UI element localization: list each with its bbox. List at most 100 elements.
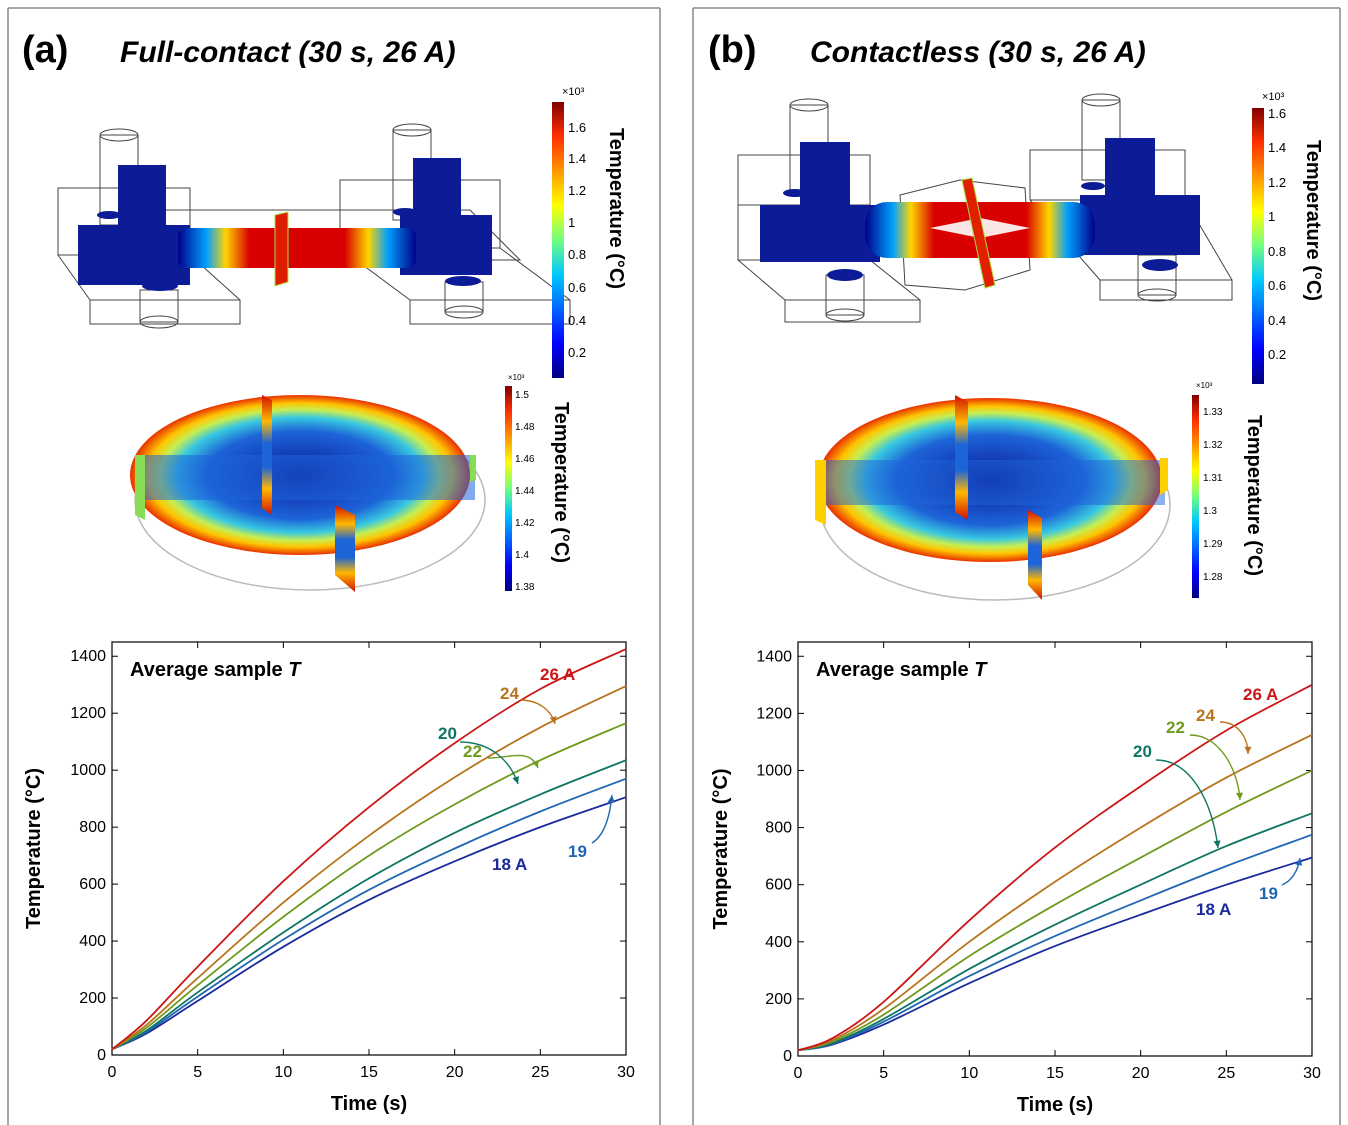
colorbar-exponent: ×10³ [1196, 381, 1213, 390]
y-tick-label: 1000 [756, 762, 792, 779]
series-line-22 [797, 769, 1313, 1052]
colorbar-tick: 0.6 [568, 280, 586, 295]
colorbar-tick: 1.46 [515, 454, 535, 465]
x-axis-label: Time (s) [331, 1093, 407, 1115]
x-tick-label: 20 [446, 1064, 464, 1081]
panel-b-label: (b) [708, 29, 757, 71]
colorbar-tick: 1.5 [515, 390, 529, 401]
y-tick-label: 400 [79, 933, 106, 950]
colorbar-tick: 0.2 [1268, 347, 1286, 362]
x-tick-label: 0 [108, 1064, 117, 1081]
colorbar-tick: 1.3 [1203, 506, 1217, 517]
y-tick-label: 200 [765, 991, 792, 1008]
series-label: 19 [1259, 884, 1278, 903]
x-tick-label: 30 [1303, 1065, 1321, 1082]
series-label: 26 A [1243, 685, 1278, 704]
panel-a-title: Full-contact (30 s, 26 A) [120, 36, 456, 69]
colorbar-tick: 1.6 [1268, 106, 1286, 121]
series-label: 18 A [1196, 900, 1231, 919]
colorbar-tick: 1.28 [1203, 572, 1223, 583]
colorbar-tick: 1.4 [515, 550, 529, 561]
colorbar-label: Temperature (°C) [605, 128, 627, 289]
colorbar-tick: 1.31 [1203, 473, 1223, 484]
y-tick-label: 400 [765, 934, 792, 951]
colorbar-ticks: 0.2 0.4 0.6 0.8 1 1.2 1.4 1.6 [568, 120, 586, 360]
series-pointer-arrowhead [1295, 858, 1303, 866]
colorbar-label: Temperature (°C) [550, 402, 572, 563]
panel-b: (b) Contactless (30 s, 26 A) [708, 29, 1324, 1116]
x-tick-label: 5 [193, 1064, 202, 1081]
colorbar-tick: 0.4 [568, 313, 586, 328]
panel-a-top-colorbar: ×10³ 0.2 0.4 0.6 0.8 1 1.2 1.4 1.6 Tempe… [552, 86, 627, 378]
x-tick-label: 25 [531, 1064, 549, 1081]
colorbar-exponent: ×10³ [1262, 91, 1285, 103]
colorbar-tick: 1.2 [568, 183, 586, 198]
series-line-18-A [111, 796, 627, 1051]
colorbar-tick: 1.42 [515, 518, 535, 529]
colorbar-tick: 1.4 [568, 151, 586, 166]
colorbar-label: Temperature (°C) [1302, 140, 1324, 301]
panel-b-title: Contactless (30 s, 26 A) [810, 36, 1146, 69]
x-tick-label: 30 [617, 1064, 635, 1081]
series-line-24 [111, 685, 627, 1051]
colorbar-label: Temperature (°C) [1243, 415, 1265, 576]
panel-a: (a) Full-contact (30 s, 26 A) [22, 29, 635, 1115]
series-line-19 [111, 777, 627, 1051]
series-line-20 [797, 812, 1313, 1052]
series-label: 24 [1196, 706, 1215, 725]
series-pointer-arrow [459, 741, 519, 785]
colorbar-tick: 0.4 [1268, 313, 1286, 328]
series-pointer-arrowhead [1244, 746, 1252, 754]
colorbar-tick: 1.48 [515, 422, 535, 433]
series-line-19 [797, 833, 1313, 1052]
series-line-26-A [111, 648, 627, 1050]
y-tick-label: 1000 [70, 762, 106, 779]
series-line-18-A [797, 856, 1313, 1052]
colorbar-exponent: ×10³ [508, 373, 525, 382]
series-label: 22 [1166, 718, 1185, 737]
y-tick-label: 600 [79, 876, 106, 893]
y-tick-label: 800 [79, 819, 106, 836]
x-axis-label: Time (s) [1017, 1094, 1093, 1116]
x-tick-label: 10 [274, 1064, 292, 1081]
chart-inner-title: Average sample T [130, 659, 302, 681]
colorbar-tick: 1 [568, 215, 575, 230]
colorbar-tick: 1.33 [1203, 407, 1223, 418]
series-pointer-arrowhead [512, 776, 520, 784]
panel-a-sample-colorbar: ×10³ 1.38 1.4 1.42 1.44 1.46 1.48 1.5 Te… [505, 373, 572, 593]
series-line-26-A [797, 684, 1313, 1052]
x-tick-label: 10 [960, 1065, 978, 1082]
series-label: 20 [1133, 742, 1152, 761]
x-tick-label: 0 [794, 1065, 803, 1082]
x-tick-label: 5 [879, 1065, 888, 1082]
y-tick-label: 0 [783, 1048, 792, 1065]
x-tick-label: 15 [360, 1064, 378, 1081]
series-pointer-arrowhead [532, 760, 539, 768]
full-contact-sample-render [130, 395, 486, 592]
colorbar-exponent: ×10³ [562, 86, 585, 98]
contactless-sample-render [815, 395, 1171, 601]
y-tick-label: 600 [765, 877, 792, 894]
x-tick-label: 15 [1046, 1065, 1064, 1082]
chart-inner-title: Average sample T [816, 659, 988, 681]
y-tick-label: 1200 [70, 705, 106, 722]
colorbar-tick: 1.32 [1203, 440, 1223, 451]
y-axis-label: Temperature (°C) [23, 768, 45, 929]
colorbar-tick: 0.2 [568, 345, 586, 360]
series-label: 18 A [492, 855, 527, 874]
colorbar-tick: 1.4 [1268, 140, 1286, 155]
series-label: 19 [568, 842, 587, 861]
series-line-24 [797, 733, 1313, 1052]
series-line-20 [111, 759, 627, 1051]
y-axis-label: Temperature (°C) [710, 769, 732, 930]
y-tick-label: 200 [79, 990, 106, 1007]
series-pointer-arrowhead [1236, 792, 1243, 800]
series-label: 24 [500, 684, 519, 703]
colorbar-tick: 1.6 [568, 120, 586, 135]
y-tick-label: 1400 [756, 648, 792, 665]
panel-a-label: (a) [22, 29, 68, 71]
y-tick-label: 1200 [756, 705, 792, 722]
colorbar-tick: 1 [1268, 209, 1275, 224]
colorbar-tick: 1.2 [1268, 175, 1286, 190]
